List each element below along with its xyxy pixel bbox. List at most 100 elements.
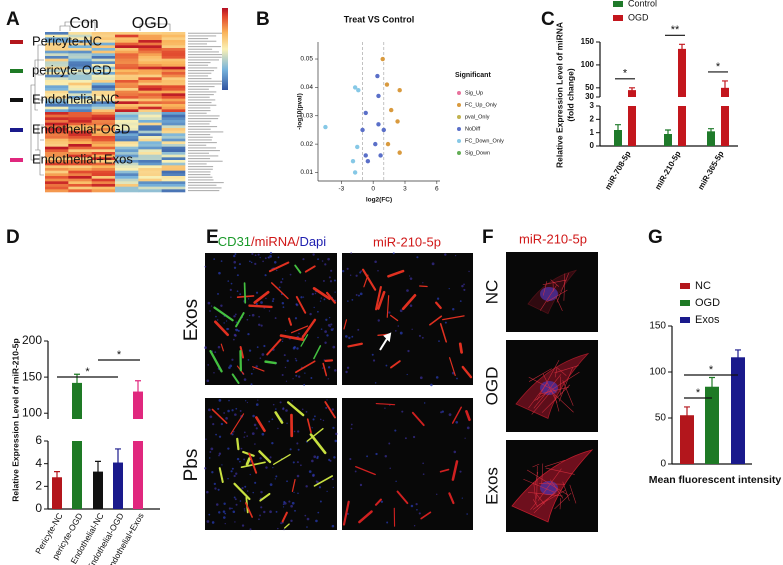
- micrograph-detail: [348, 336, 351, 340]
- micrograph-detail: [459, 470, 462, 473]
- micrograph-detail: [214, 487, 217, 490]
- legend-marker: [680, 300, 690, 306]
- heatmap-cell: [115, 37, 139, 41]
- heatmap-cell: [68, 56, 92, 59]
- micrograph-detail: [259, 457, 262, 460]
- legend-label: OGD: [695, 297, 720, 309]
- x-tick-label: miR-365-5p: [696, 149, 725, 191]
- heatmap-cell: [91, 173, 116, 177]
- micrograph-detail: [434, 301, 442, 309]
- heatmap-cell: [91, 178, 116, 182]
- heatmap-cell: [161, 48, 186, 51]
- micrograph-detail: [220, 343, 224, 352]
- micrograph-detail: [313, 475, 334, 487]
- row-label-mark: [188, 144, 207, 146]
- heatmap-cell: [161, 181, 186, 185]
- micrograph-detail: [360, 270, 363, 272]
- micrograph-detail: [532, 463, 540, 468]
- micrograph-detail: [233, 254, 236, 258]
- heatmap-cell: [91, 56, 116, 59]
- heatmap-cell: [161, 74, 186, 78]
- row-label-mark: [188, 136, 213, 138]
- heatmap-cell: [115, 128, 139, 131]
- bar: [628, 90, 636, 146]
- heatmap-cell: [161, 50, 186, 54]
- bar: [113, 462, 123, 509]
- micrograph-detail: [252, 414, 255, 418]
- micrograph-detail: [241, 486, 244, 490]
- micrograph-detail: [259, 257, 261, 259]
- x-tick-label: 6: [435, 186, 439, 193]
- micrograph-detail: [291, 478, 296, 492]
- heatmap-cell: [115, 88, 139, 91]
- micrograph-detail: [418, 334, 421, 337]
- micrograph-detail: [244, 485, 247, 488]
- micrograph-detail: [303, 383, 306, 386]
- micrograph-detail: [220, 422, 224, 426]
- micrograph-detail: [294, 264, 302, 274]
- micrograph-detail: [349, 457, 352, 461]
- micrograph-detail: [218, 399, 222, 402]
- heatmap-cell: [68, 160, 92, 163]
- micrograph-detail: [466, 426, 470, 430]
- micrograph-detail: [249, 473, 251, 476]
- micrograph-detail: [259, 357, 262, 359]
- heatmap-cell: [68, 96, 92, 99]
- heatmap-cell: [138, 154, 162, 158]
- micrograph-detail: [386, 295, 390, 318]
- micrograph-detail: [329, 459, 332, 462]
- micrograph-detail: [332, 328, 334, 330]
- micrograph-detail: [215, 503, 219, 506]
- micrograph-detail: [332, 426, 335, 430]
- heatmap-cell: [91, 66, 116, 70]
- micrograph-detail: [350, 252, 353, 254]
- micrograph-detail: [306, 418, 312, 434]
- micrograph-detail: [439, 468, 450, 473]
- micrograph-detail: [227, 477, 229, 480]
- heatmap-cell: [45, 112, 69, 115]
- micrograph-detail: [419, 376, 423, 380]
- micrograph-detail: [281, 511, 288, 523]
- micrograph-detail: [314, 292, 317, 295]
- heatmap-cell: [161, 157, 186, 161]
- micrograph-detail: [542, 281, 548, 296]
- row-label-mark: [188, 190, 220, 192]
- row-label-mark: [188, 102, 212, 104]
- point: [375, 73, 380, 79]
- micrograph-detail: [279, 334, 306, 342]
- heatmap-cell: [138, 109, 162, 113]
- heatmap-cell: [45, 56, 69, 59]
- micrograph-detail: [245, 502, 253, 518]
- heatmap-cell: [68, 109, 92, 113]
- heatmap-cell: [161, 112, 186, 115]
- micrograph-detail: [305, 485, 308, 488]
- heatmap-cell: [45, 133, 69, 137]
- heatmap-cell: [91, 72, 116, 75]
- panel-label: C: [541, 9, 555, 30]
- heatmap-cell: [91, 160, 116, 163]
- heatmap-cell: [91, 80, 116, 83]
- micrograph-detail: [273, 261, 277, 264]
- micrograph-detail: [421, 336, 424, 339]
- micrograph-detail: [538, 483, 566, 485]
- heatmap-cell: [138, 186, 162, 190]
- y-axis-label: Relative Expression Level of miRNA: [554, 22, 564, 168]
- micrograph-detail: [308, 470, 312, 473]
- significance-label: *: [117, 349, 122, 361]
- micrograph-detail: [281, 278, 284, 280]
- micrograph-detail: [261, 432, 265, 436]
- heatmap-cell: [138, 72, 162, 75]
- micrograph-detail: [255, 403, 259, 406]
- micrograph-detail: [366, 455, 369, 458]
- heatmap-cell: [45, 98, 69, 102]
- micrograph-detail: [265, 466, 268, 469]
- micrograph-detail: [206, 520, 210, 523]
- micrograph-detail: [454, 254, 457, 257]
- y-tick-label: 3: [590, 101, 595, 110]
- micrograph-detail: [325, 318, 328, 321]
- micrograph-detail: [209, 350, 223, 373]
- micrograph-detail: [407, 349, 410, 353]
- micrograph-detail: [330, 323, 333, 326]
- micrograph-detail: [233, 260, 237, 264]
- micrograph-detail: [300, 334, 309, 347]
